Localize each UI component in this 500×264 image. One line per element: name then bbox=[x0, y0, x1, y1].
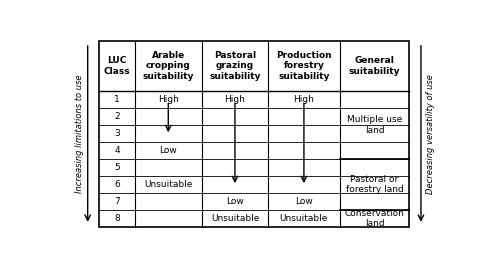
Text: Pastoral
grazing
suitability: Pastoral grazing suitability bbox=[209, 51, 260, 81]
Text: Unsuitable: Unsuitable bbox=[211, 214, 259, 223]
Text: General
suitability: General suitability bbox=[348, 56, 400, 76]
Bar bbox=[100, 41, 409, 227]
Text: High: High bbox=[224, 95, 246, 104]
Text: Low: Low bbox=[226, 197, 244, 206]
Text: High: High bbox=[158, 95, 178, 104]
Text: 5: 5 bbox=[114, 163, 120, 172]
Text: 3: 3 bbox=[114, 129, 120, 138]
Text: 7: 7 bbox=[114, 197, 120, 206]
Text: Increasing limitations to use: Increasing limitations to use bbox=[76, 74, 84, 193]
Text: 4: 4 bbox=[114, 146, 120, 155]
Text: 6: 6 bbox=[114, 180, 120, 189]
Text: Conservation
land: Conservation land bbox=[344, 209, 405, 228]
Text: Arable
cropping
suitability: Arable cropping suitability bbox=[142, 51, 194, 81]
Text: Low: Low bbox=[160, 146, 177, 155]
Text: Multiple use
land: Multiple use land bbox=[347, 115, 402, 135]
Text: 8: 8 bbox=[114, 214, 120, 223]
Text: 1: 1 bbox=[114, 95, 120, 104]
Text: Pastoral or
forestry land: Pastoral or forestry land bbox=[346, 175, 404, 194]
Text: Low: Low bbox=[295, 197, 313, 206]
Text: Decreasing versatility of use: Decreasing versatility of use bbox=[426, 74, 435, 194]
Text: LUC
Class: LUC Class bbox=[104, 56, 130, 76]
Text: 2: 2 bbox=[114, 112, 120, 121]
Text: Unsuitable: Unsuitable bbox=[144, 180, 192, 189]
Text: Unsuitable: Unsuitable bbox=[280, 214, 328, 223]
Text: Production
forestry
suitability: Production forestry suitability bbox=[276, 51, 332, 81]
Text: High: High bbox=[294, 95, 314, 104]
